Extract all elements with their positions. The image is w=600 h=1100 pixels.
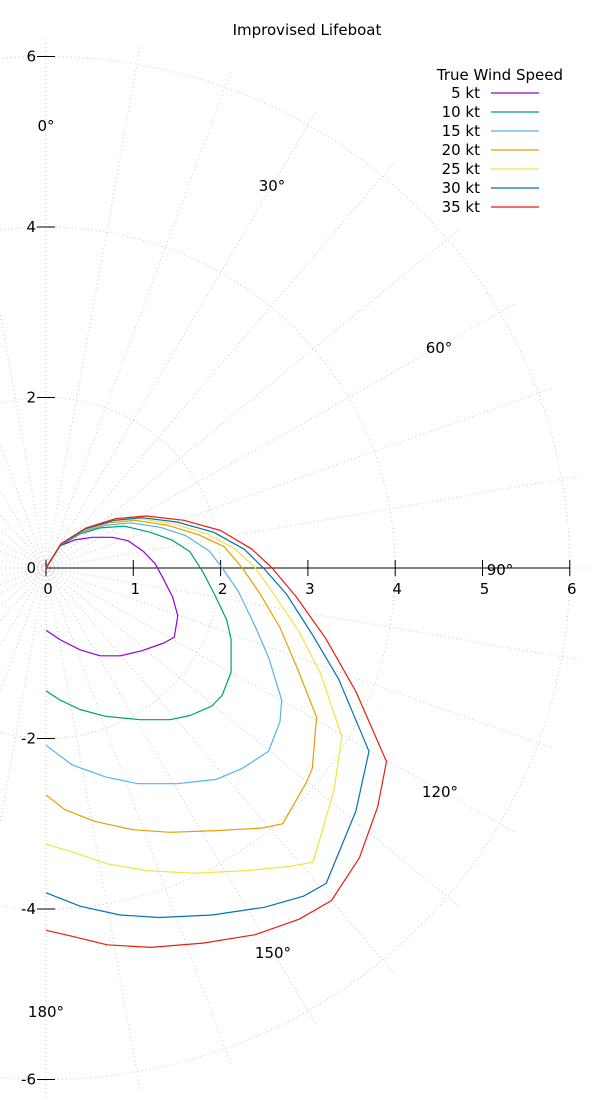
angle-label: 30° — [259, 177, 286, 195]
legend-label: 25 kt — [442, 160, 481, 178]
x-tick-label: 2 — [218, 580, 228, 598]
grid-radial-line — [0, 567, 47, 647]
y-tick-label: 4 — [26, 218, 36, 236]
grid-radial-line — [45, 567, 318, 1026]
grid-radial-line — [45, 303, 515, 569]
y-tick-label: -2 — [21, 730, 36, 748]
grid-radial-line — [45, 567, 395, 974]
legend-label: 30 kt — [442, 179, 481, 197]
grid-radial-line — [0, 567, 47, 585]
grid-radial-line — [0, 489, 47, 569]
x-tick-label: 5 — [480, 580, 490, 598]
y-tick-label: -6 — [21, 1071, 36, 1089]
y-tick-label: 6 — [26, 48, 36, 66]
grid-radial-line — [45, 386, 555, 569]
angle-label: 0° — [37, 117, 54, 135]
axes: 0 1 2 3 4 5 6 6 4 2 0 -2 -4 -6 — [21, 48, 577, 1089]
y-tick-label: -4 — [21, 900, 36, 918]
angle-label: 180° — [28, 1003, 64, 1021]
series-line-30-kt — [45, 517, 370, 919]
x-tick-label: 3 — [305, 580, 315, 598]
grid-radial-line — [45, 110, 318, 569]
grid-radial-line — [0, 310, 47, 569]
y-tick-label: 0 — [26, 559, 36, 577]
angle-label: 60° — [426, 339, 453, 357]
grid-radial-line — [45, 47, 141, 569]
grid-radial-line — [45, 567, 141, 1089]
series-line-10-kt — [45, 525, 232, 721]
grid-radial-line — [0, 567, 47, 826]
angle-label: 90° — [487, 561, 514, 579]
grid-radial-line — [45, 567, 461, 909]
grid-radial-line — [0, 443, 47, 569]
legend-label: 35 kt — [442, 198, 481, 216]
grid-radial-line — [45, 71, 232, 569]
series-line-20-kt — [45, 519, 318, 833]
x-tick-label: 4 — [392, 580, 402, 598]
grid-radial-line — [0, 551, 47, 569]
angle-label: 120° — [422, 783, 458, 801]
grid-radial-line — [0, 529, 47, 569]
legend-label: 10 kt — [442, 103, 481, 121]
series-line-5-kt — [45, 536, 179, 657]
grid-radial-line — [45, 227, 461, 569]
grid-radial-line — [45, 567, 515, 833]
legend-label: 5 kt — [451, 84, 480, 102]
series-line-15-kt — [45, 522, 283, 785]
x-tick-label: 1 — [131, 580, 141, 598]
x-tick-label: 6 — [567, 580, 577, 598]
legend-title: True Wind Speed — [436, 66, 563, 84]
legend-label: 20 kt — [442, 141, 481, 159]
y-tick-label: 2 — [26, 389, 36, 407]
angle-label: 150° — [255, 944, 291, 962]
grid-radial-line — [45, 567, 232, 1065]
grid-radial-line — [45, 475, 580, 569]
legend-label: 15 kt — [442, 122, 481, 140]
x-tick-label: 0 — [43, 580, 53, 598]
series-lines — [45, 515, 388, 948]
chart-title: Improvised Lifeboat — [233, 21, 382, 39]
series-line-35-kt — [45, 515, 388, 948]
grid-radial-line — [0, 567, 47, 693]
grid-radial-line — [45, 162, 395, 569]
